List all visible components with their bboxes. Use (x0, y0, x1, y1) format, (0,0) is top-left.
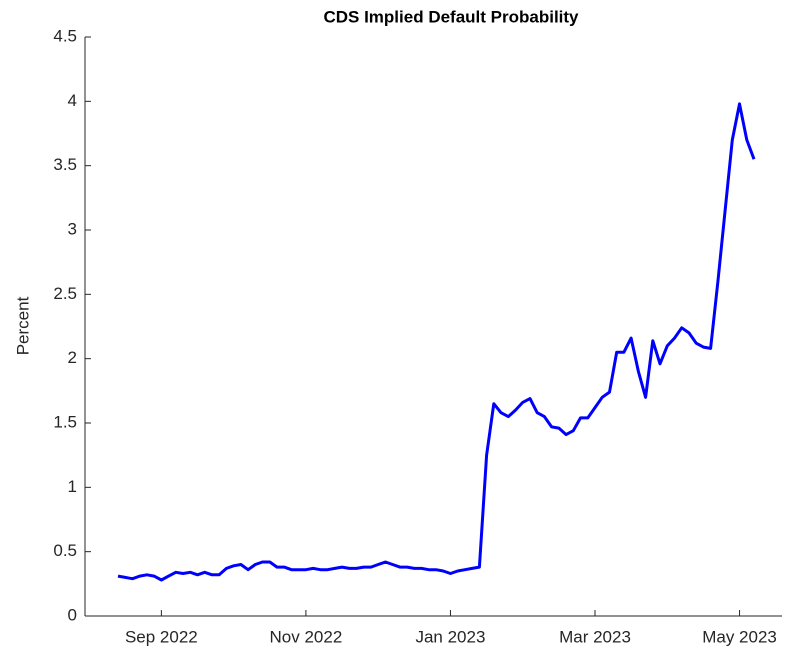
y-tick-label: 0.5 (53, 541, 77, 560)
y-tick-label: 3.5 (53, 155, 77, 174)
y-tick-label: 2 (68, 348, 77, 367)
x-tick-label: Jan 2023 (415, 627, 485, 646)
y-tick-label: 1.5 (53, 412, 77, 431)
y-tick-label: 4.5 (53, 26, 77, 45)
y-tick-label: 3 (68, 219, 77, 238)
y-tick-label: 2.5 (53, 284, 77, 303)
y-tick-label: 1 (68, 477, 77, 496)
x-tick-label: Mar 2023 (559, 627, 631, 646)
y-tick-label: 4 (68, 91, 77, 110)
x-tick-label: Nov 2022 (270, 627, 343, 646)
y-tick-label: 0 (68, 605, 77, 624)
data-line (117, 102, 756, 582)
x-tick-label: Sep 2022 (125, 627, 198, 646)
chart-title: CDS Implied Default Probability (323, 7, 579, 26)
x-tick-label: May 2023 (702, 627, 777, 646)
y-axis-label: Percent (13, 296, 32, 355)
